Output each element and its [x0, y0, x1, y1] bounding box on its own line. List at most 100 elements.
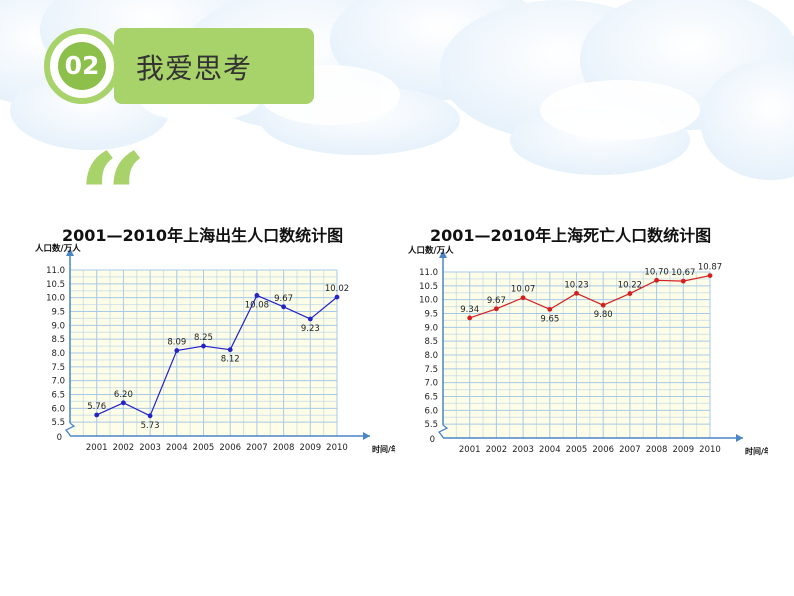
y-tick-label: 10.5	[419, 282, 438, 292]
data-point	[281, 304, 286, 310]
x-tick-label: 2003	[139, 443, 161, 453]
x-tick-label: 2010	[699, 445, 721, 455]
birth-chart-title: 2001—2010年上海出生人口数统计图	[62, 226, 344, 245]
data-label: 5.76	[87, 402, 106, 412]
death-chart-title: 2001—2010年上海死亡人口数统计图	[430, 226, 712, 245]
y-tick-label: 10.0	[419, 296, 438, 306]
x-tick-label: 2006	[592, 445, 614, 455]
section-header: 02 我爱思考	[44, 28, 314, 106]
data-label: 6.20	[114, 390, 133, 400]
y-tick-label: 9.5	[424, 310, 438, 320]
data-label: 10.87	[698, 263, 722, 273]
x-tick-label: 2001	[86, 443, 108, 453]
data-point	[307, 316, 313, 322]
x-tick-label: 2009	[672, 445, 694, 455]
grid	[442, 271, 711, 438]
data-point	[707, 273, 713, 278]
data-label: 9.67	[274, 294, 293, 304]
origin-label: 0	[430, 435, 435, 445]
y-tick-label: 7.5	[51, 363, 65, 373]
x-tick-label: 2003	[512, 445, 534, 455]
x-axis-arrow-icon	[736, 434, 743, 442]
data-point	[494, 306, 499, 312]
y-axis-arrow-icon	[439, 250, 447, 258]
data-label: 10.02	[325, 284, 349, 294]
x-tick-label: 2006	[219, 443, 241, 453]
section-title-bar	[114, 28, 314, 104]
y-tick-label: 6.5	[51, 391, 65, 401]
x-tick-label: 2004	[166, 443, 188, 453]
data-point	[121, 400, 126, 406]
y-tick-label: 8.5	[424, 337, 438, 347]
x-tick-label: 2007	[619, 445, 641, 455]
grid	[69, 269, 338, 436]
y-tick-label: 6.5	[424, 393, 438, 403]
x-tick-label: 2010	[326, 443, 348, 453]
data-label: 10.22	[618, 281, 642, 291]
x-tick-label: 2001	[459, 445, 481, 455]
data-point	[600, 302, 606, 308]
origin-label: 0	[57, 433, 62, 443]
axis-break-icon	[64, 422, 76, 436]
series-line	[469, 275, 711, 319]
y-tick-label: 5.5	[51, 418, 65, 428]
data-point	[574, 290, 579, 296]
data-label: 8.25	[194, 333, 213, 343]
y-tick-label: 9.5	[51, 308, 65, 318]
data-label: 10.08	[245, 300, 269, 310]
data-label: 9.23	[301, 324, 320, 334]
section-number: 02	[58, 42, 106, 90]
y-tick-label: 7.5	[424, 365, 438, 375]
data-label: 10.67	[671, 268, 695, 278]
data-label: 10.70	[644, 267, 668, 277]
y-tick-label: 8.0	[424, 351, 438, 361]
data-point	[627, 291, 633, 296]
axis-break-icon	[437, 424, 449, 438]
axis-break-mask	[440, 425, 446, 438]
data-point	[201, 343, 206, 349]
cloud-background	[0, 0, 794, 210]
section-title: 我爱思考	[136, 52, 253, 85]
data-label: 9.67	[487, 296, 506, 306]
x-tick-label: 2008	[273, 443, 295, 453]
y-tick-label: 9.0	[424, 323, 438, 333]
x-tick-label: 2005	[566, 445, 588, 455]
data-point	[334, 294, 340, 300]
data-label: 8.09	[167, 338, 186, 348]
data-point	[467, 315, 473, 321]
x-tick-label: 2005	[193, 443, 215, 453]
x-tick-label: 2008	[646, 445, 668, 455]
data-label: 10.23	[564, 280, 588, 290]
x-axis-label: 时间/年	[372, 444, 395, 454]
y-tick-label: 8.5	[51, 335, 65, 345]
data-point	[227, 347, 233, 353]
data-label: 9.80	[594, 310, 613, 320]
data-point	[94, 412, 100, 418]
x-axis-label: 时间/年	[745, 446, 768, 456]
data-label: 10.07	[511, 285, 535, 295]
x-tick-label: 2004	[539, 445, 561, 455]
axis-break-mask	[67, 423, 73, 436]
quote-mark-icon: “	[78, 127, 148, 268]
data-point	[254, 293, 260, 298]
x-axis-arrow-icon	[363, 432, 370, 440]
x-tick-label: 2002	[486, 445, 508, 455]
y-tick-label: 11.0	[419, 268, 438, 278]
x-tick-label: 2009	[299, 443, 321, 453]
y-tick-label: 6.0	[424, 406, 438, 416]
y-axis-label: 人口数/万人	[408, 245, 454, 256]
y-tick-label: 6.0	[51, 404, 65, 414]
y-axis-label: 人口数/万人	[35, 243, 81, 254]
data-label: 9.65	[540, 314, 559, 324]
y-tick-label: 10.0	[46, 294, 65, 304]
x-tick-label: 2007	[246, 443, 268, 453]
data-point	[654, 277, 659, 283]
y-tick-label: 9.0	[51, 321, 65, 331]
y-tick-label: 5.5	[424, 420, 438, 430]
data-point	[547, 306, 553, 312]
data-label: 8.12	[221, 355, 240, 365]
y-tick-label: 7.0	[51, 377, 65, 387]
section-number-badge: 02	[44, 28, 120, 104]
data-point	[147, 413, 153, 419]
